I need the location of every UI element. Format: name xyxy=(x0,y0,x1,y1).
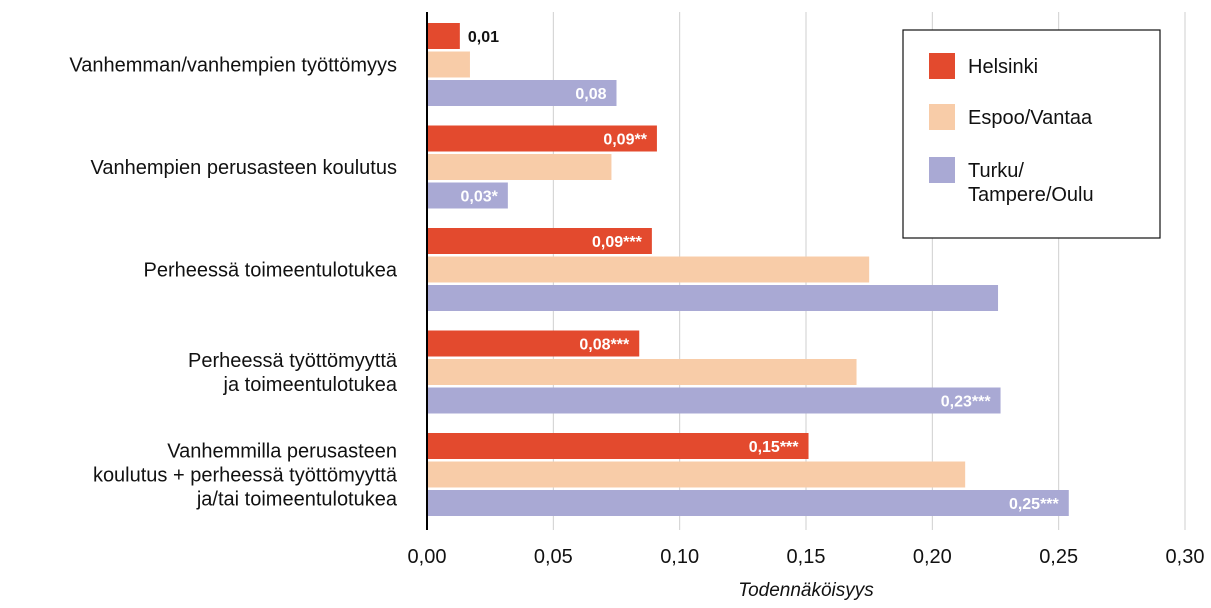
x-tick-labels: 0,00 0,05 0,10 0,15 0,20 0,25 0,30 xyxy=(408,546,1205,568)
bar xyxy=(428,80,617,106)
legend-label: Turku/Tampere/Oulu xyxy=(968,160,1094,206)
bar xyxy=(428,490,1069,516)
x-tick-label: 0,25 xyxy=(1039,546,1078,568)
legend-label: Helsinki xyxy=(968,56,1038,78)
category-labels: Vanhemman/vanhempien työttömyys Vanhempie… xyxy=(69,55,397,511)
bar xyxy=(428,330,640,357)
x-tick-label: 0,30 xyxy=(1166,546,1205,568)
x-tick-label: 0,10 xyxy=(660,546,699,568)
legend: Helsinki Espoo/Vantaa Turku/Tampere/Oulu xyxy=(902,29,1161,239)
x-tick-label: 0,00 xyxy=(408,546,447,568)
data-label: 0,23*** xyxy=(941,394,992,411)
data-label: 0,15*** xyxy=(749,439,800,456)
data-label: 0,09** xyxy=(603,132,647,149)
category-label: Perheessä työttömyyttä ja toimeentulotuke… xyxy=(188,350,398,396)
legend-swatch xyxy=(929,104,955,130)
x-tick-label: 0,05 xyxy=(534,546,573,568)
category-label: Vanhempien perusasteen koulutus xyxy=(90,157,397,179)
bar xyxy=(428,182,508,209)
data-labels: 0,01 0,08 0,09** 0,03* 0,09*** 0,08*** 0,23***… xyxy=(460,29,1059,513)
data-label: 0,08 xyxy=(575,86,606,103)
legend-swatch xyxy=(929,53,955,79)
bar xyxy=(428,23,460,49)
bar xyxy=(428,256,870,283)
x-tick-label: 0,15 xyxy=(787,546,826,568)
bar xyxy=(428,228,652,254)
x-axis-title: Todennäköisyys xyxy=(738,580,874,601)
category-label: Perheessä toimeentulotukea xyxy=(144,260,398,282)
bar xyxy=(428,433,809,459)
bar xyxy=(428,154,612,180)
data-label: 0,01 xyxy=(468,29,499,46)
bar xyxy=(428,125,657,152)
data-label: 0,25*** xyxy=(1009,496,1060,513)
data-label: 0,09*** xyxy=(592,234,643,251)
bar xyxy=(428,51,470,78)
category-label: Vanhemmilla perusasteen koulutus + perhee… xyxy=(93,441,398,511)
data-label: 0,08*** xyxy=(579,337,630,354)
data-label: 0,03* xyxy=(460,189,498,206)
category-label: Vanhemman/vanhempien työttömyys xyxy=(69,55,397,77)
x-tick-label: 0,20 xyxy=(913,546,952,568)
bar xyxy=(428,285,999,311)
legend-label: Espoo/Vantaa xyxy=(968,107,1093,129)
bar xyxy=(428,461,966,488)
bar xyxy=(428,387,1001,414)
bar xyxy=(428,359,857,385)
bars xyxy=(428,23,1069,516)
legend-swatch xyxy=(929,157,955,183)
